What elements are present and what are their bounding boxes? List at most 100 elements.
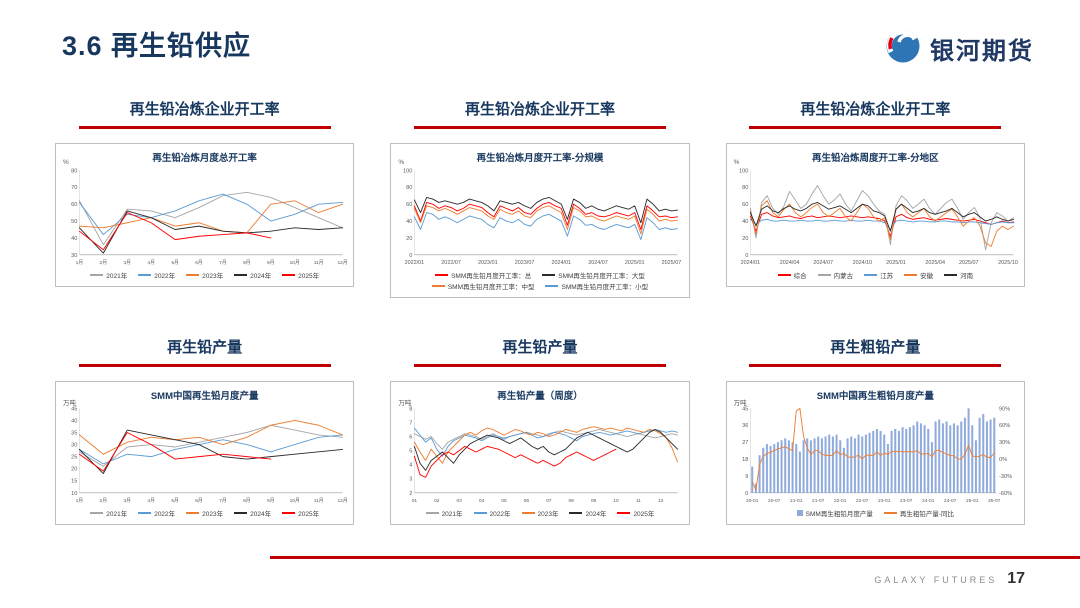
bar	[809, 440, 812, 493]
bar	[959, 421, 962, 493]
legend-label: 2025年	[298, 511, 320, 518]
svg-text:2024/10: 2024/10	[852, 260, 872, 266]
legend-item: 2025年	[282, 508, 319, 518]
bar	[827, 434, 830, 493]
svg-text:2025/07: 2025/07	[959, 260, 979, 266]
legend-line-marker	[90, 512, 104, 514]
legend-item: 再生粗铅产量-同比	[883, 508, 954, 518]
series-line	[414, 202, 679, 230]
svg-text:2025/01: 2025/01	[886, 260, 906, 266]
svg-text:30%: 30%	[999, 440, 1010, 446]
footer-brand: GALAXY FUTURES	[874, 575, 998, 585]
bar	[761, 447, 764, 493]
legend-label: 2021年	[106, 273, 128, 280]
series-line	[749, 218, 1014, 230]
bar	[787, 440, 790, 493]
line-chart: 2 3 4 5 6 7 8 01 02 03 04 05 06 07 08 09 10 11 12	[410, 406, 679, 504]
legend-bar-marker	[796, 510, 803, 516]
svg-text:2025/07: 2025/07	[662, 260, 682, 266]
svg-text:9月: 9月	[267, 260, 275, 266]
bar	[805, 438, 808, 493]
series-line	[78, 210, 344, 254]
chart-title: 再生铅冶炼月度开工率-分规模	[476, 153, 604, 164]
svg-text:2024/07: 2024/07	[589, 260, 609, 266]
legend-label: 2023年	[537, 511, 559, 518]
series-line	[78, 200, 344, 234]
svg-text:60%: 60%	[999, 423, 1010, 429]
chart-legend: 2021年 2022年 2023年 2024年 2025年	[59, 506, 350, 522]
bar	[868, 432, 871, 493]
svg-text:30: 30	[71, 443, 77, 449]
svg-text:12月: 12月	[337, 498, 347, 504]
bar	[879, 430, 882, 493]
svg-text:36: 36	[742, 423, 748, 429]
bar	[750, 466, 753, 493]
section-title: 再生铅冶炼企业开工率	[464, 101, 615, 118]
svg-text:30: 30	[71, 253, 77, 259]
legend-line-marker	[234, 512, 248, 514]
series-line	[78, 424, 344, 467]
svg-text:6月: 6月	[195, 498, 203, 504]
bar	[765, 444, 768, 493]
svg-text:27: 27	[742, 440, 748, 446]
svg-text:4月: 4月	[147, 260, 155, 266]
y-axis-unit-label: %	[733, 159, 740, 166]
svg-text:9: 9	[745, 474, 748, 480]
legend-line-marker	[777, 274, 791, 276]
bar	[813, 438, 816, 493]
series-line	[414, 205, 679, 235]
bar	[945, 421, 948, 493]
legend-label: 2022年	[154, 511, 176, 518]
legend-label: SMM再生粗铅月度产量	[805, 511, 873, 518]
series-line	[414, 196, 679, 224]
chart-legend: 综合 内蒙古 江苏 安徽 河南	[730, 268, 1021, 284]
bar	[772, 444, 775, 493]
bar	[838, 440, 841, 493]
bar	[890, 430, 893, 493]
bar	[974, 440, 977, 493]
svg-text:21-01: 21-01	[790, 498, 803, 504]
chart-legend: 2021年 2022年 2023年 2024年 2025年	[394, 506, 685, 522]
legend-line-marker	[425, 512, 439, 514]
bar	[937, 419, 940, 493]
bar	[857, 434, 860, 493]
svg-text:10月: 10月	[290, 260, 300, 266]
svg-text:11月: 11月	[314, 498, 324, 504]
bar	[875, 429, 878, 493]
panel-operating-rate-by-scale: 再生铅冶炼企业开工率 再生铅冶炼月度开工率-分规模 % 0 20 40 60 80 100…	[390, 96, 690, 298]
bar	[919, 423, 922, 493]
svg-text:5月: 5月	[171, 260, 179, 266]
svg-text:0%: 0%	[999, 457, 1007, 463]
legend-item: 2023年	[521, 508, 559, 518]
legend-item: SMM再生粗铅月度产量	[796, 508, 873, 518]
svg-text:8月: 8月	[243, 260, 251, 266]
legend-item: 2022年	[138, 270, 175, 280]
bar	[853, 438, 856, 493]
bar	[835, 434, 838, 493]
legend-item: SMM再生铅月度开工率：总	[435, 270, 531, 280]
legend-line-marker	[473, 512, 487, 514]
legend-label: SMM再生铅月度开工率：总	[451, 273, 532, 280]
svg-text:24-01: 24-01	[922, 498, 935, 504]
galaxy-logo-icon	[885, 28, 921, 69]
chart-title: 再生铅冶炼周度开工率-分地区	[811, 153, 939, 164]
legend-line-marker	[904, 274, 918, 276]
chart-box: 再生铅产量（周度） 万吨 2 3 4 5 6 7 8 01 02 03 04 05 06 07 08 09 10…	[390, 381, 690, 525]
series-line	[749, 212, 1014, 237]
bar	[824, 436, 827, 493]
svg-text:-60%: -60%	[999, 491, 1012, 497]
chart-box: SMM中国再生粗铅月度产量 万吨 0 9 18 27 36 45 90% 60% 30% 0% -3…	[725, 381, 1025, 525]
series-line	[78, 212, 272, 251]
svg-text:08: 08	[569, 498, 575, 504]
svg-text:8月: 8月	[243, 498, 251, 504]
legend-item: 内蒙古	[817, 270, 853, 280]
svg-text:3月: 3月	[123, 498, 131, 504]
legend-line-marker	[186, 512, 200, 514]
svg-text:04: 04	[479, 498, 485, 504]
svg-text:10月: 10月	[290, 498, 300, 504]
legend-item: 2021年	[425, 508, 463, 518]
line-chart: 30 40 50 60 70 80 1月 2月 3月 4月 5月 6月 7月 8月 9月 10月 11月 12月	[71, 168, 347, 266]
svg-text:45: 45	[71, 406, 77, 412]
legend-label: 2022年	[489, 511, 511, 518]
legend-item: 2024年	[569, 508, 606, 518]
